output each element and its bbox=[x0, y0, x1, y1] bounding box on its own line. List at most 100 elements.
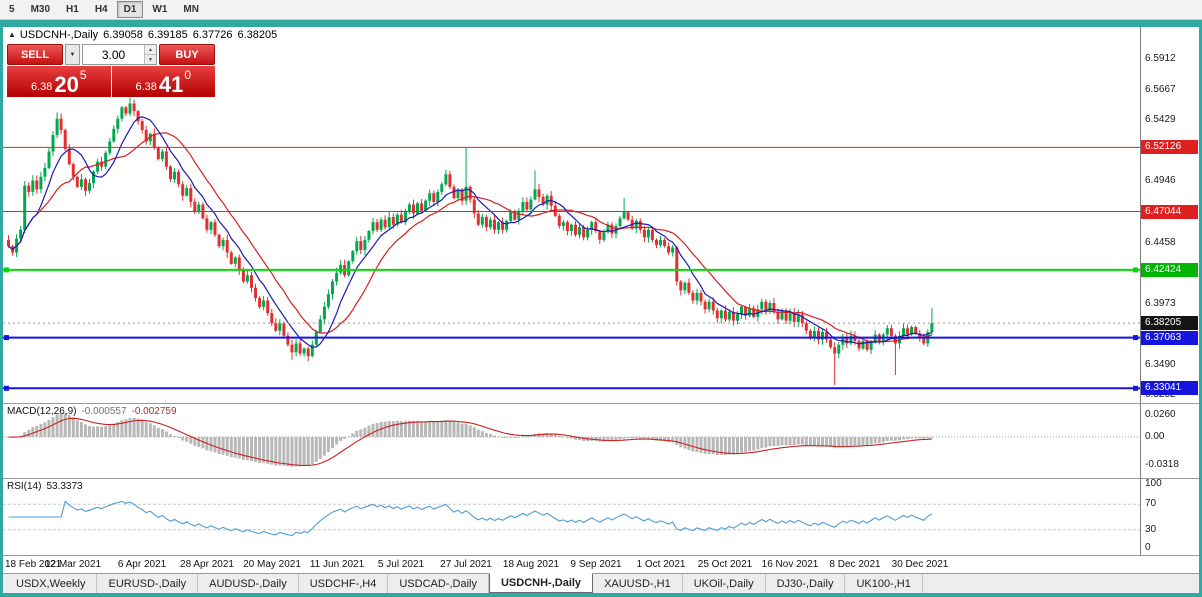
volume-input[interactable] bbox=[83, 45, 156, 64]
date-axis-label: 12 Mar 2021 bbox=[44, 559, 102, 570]
macd-axis: 0.0260 0.00 -0.0318 bbox=[1140, 404, 1199, 478]
panel-separator bbox=[3, 555, 1199, 556]
date-axis-label: 25 Oct 2021 bbox=[697, 559, 753, 570]
price-axis[interactable]: 6.5912 6.5667 6.5429 6.4946 6.4458 6.3973 6.34… bbox=[1140, 27, 1199, 403]
bid-big-digits: 20 bbox=[54, 72, 79, 97]
timeframe-button-mn[interactable]: MN bbox=[176, 1, 206, 18]
ma-lines bbox=[8, 116, 933, 349]
level-price-badge: 6.52126 bbox=[1141, 140, 1198, 154]
chart-tab[interactable]: DJ30-,Daily bbox=[766, 574, 846, 593]
chart-tab[interactable]: XAUUSD-,H1 bbox=[593, 574, 683, 593]
chart-tab[interactable]: USDCHF-,H4 bbox=[299, 574, 389, 593]
date-axis-label: 11 Jun 2021 bbox=[309, 559, 365, 570]
ohlc-low: 6.37726 bbox=[192, 29, 233, 41]
level-price-badge: 6.42424 bbox=[1141, 263, 1198, 277]
timeframe-toolbar: 5 M30 H1 H4 D1 W1 MN bbox=[0, 0, 1202, 20]
buy-button[interactable]: BUY bbox=[159, 44, 215, 65]
ohlc-high: 6.39185 bbox=[147, 29, 188, 41]
volume-decrease-button[interactable]: ▼ bbox=[145, 55, 156, 64]
date-axis-label: 1 Oct 2021 bbox=[636, 559, 686, 570]
sell-button[interactable]: SELL bbox=[7, 44, 63, 65]
macd-indicator-plot[interactable] bbox=[3, 404, 1140, 478]
date-axis-label: 30 Dec 2021 bbox=[891, 559, 949, 570]
date-axis-label: 27 Jul 2021 bbox=[440, 559, 492, 570]
date-axis-label: 16 Nov 2021 bbox=[761, 559, 819, 570]
timeframe-button-m30[interactable]: M30 bbox=[24, 1, 57, 18]
chart-info-line: ▲ USDCNH-,Daily 6.39058 6.39185 6.37726 6.382… bbox=[8, 29, 277, 41]
chart-window: 6.5912 6.5667 6.5429 6.4946 6.4458 6.3973 6.34… bbox=[3, 27, 1199, 593]
chart-tab[interactable]: USDCAD-,Daily bbox=[388, 574, 489, 593]
one-click-collapse-icon[interactable]: ▲ bbox=[8, 30, 16, 39]
macd-histogram bbox=[7, 413, 934, 467]
date-axis[interactable]: 18 Feb 2021 12 Mar 2021 6 Apr 2021 28 Apr 2… bbox=[3, 556, 1199, 573]
horizontal-level-lines[interactable] bbox=[3, 146, 1140, 391]
ask-pipette: 0 bbox=[184, 68, 192, 82]
macd-axis-label: -0.0318 bbox=[1145, 459, 1179, 470]
timeframe-button-h4[interactable]: H4 bbox=[88, 1, 115, 18]
volume-spinner: ▲ ▼ bbox=[144, 45, 156, 64]
timeframe-button-w1[interactable]: W1 bbox=[145, 1, 174, 18]
bid-pipette: 5 bbox=[79, 68, 87, 82]
ohlc-open: 6.39058 bbox=[103, 29, 143, 41]
ohlc-close: 6.38205 bbox=[237, 29, 278, 41]
rsi-axis-label: 0 bbox=[1145, 542, 1151, 553]
rsi-axis-label: 70 bbox=[1145, 498, 1157, 509]
volume-field: ▲ ▼ bbox=[82, 44, 157, 65]
chart-tab[interactable]: USDCNH-,Daily bbox=[488, 573, 594, 593]
date-axis-label: 6 Apr 2021 bbox=[117, 559, 167, 570]
chart-tab[interactable]: USDX,Weekly bbox=[5, 574, 98, 593]
rsi-title-line: RSI(14) 53.3373 bbox=[7, 481, 83, 492]
macd-axis-label: 0.00 bbox=[1145, 431, 1165, 442]
rsi-title: RSI(14) bbox=[7, 481, 42, 492]
volume-dropdown-button[interactable]: ▼ bbox=[65, 44, 80, 65]
macd-signal-value: -0.002759 bbox=[131, 406, 177, 417]
price-axis-label: 6.3490 bbox=[1145, 359, 1176, 370]
level-price-badge: 6.37063 bbox=[1141, 331, 1198, 345]
price-axis-label: 6.5667 bbox=[1145, 84, 1176, 95]
timeframe-button-h1[interactable]: H1 bbox=[59, 1, 86, 18]
chart-tab[interactable]: UK100-,H1 bbox=[845, 574, 923, 593]
chart-symbol-period: USDCNH-,Daily bbox=[19, 29, 99, 41]
ask-price-display: 6.38 41 0 bbox=[111, 66, 215, 97]
date-axis-label: 5 Jul 2021 bbox=[377, 559, 425, 570]
timeframe-button-d1[interactable]: D1 bbox=[116, 1, 144, 18]
date-axis-label: 8 Dec 2021 bbox=[829, 559, 881, 570]
volume-increase-button[interactable]: ▲ bbox=[145, 45, 156, 55]
date-axis-label: 18 Feb 2021 bbox=[5, 559, 62, 570]
chart-tab-bar: USDX,Weekly EURUSD-,Daily AUDUSD-,Daily USD… bbox=[3, 573, 1199, 593]
one-click-trade-panel: SELL ▼ ▲ ▼ BUY 6.38 20 5 6.38 41 0 bbox=[7, 44, 215, 97]
level-price-badge: 6.33041 bbox=[1141, 381, 1198, 395]
panel-separator[interactable] bbox=[3, 403, 1199, 404]
macd-value: -0.000557 bbox=[81, 406, 127, 417]
chart-tab[interactable]: UKOil-,Daily bbox=[683, 574, 766, 593]
macd-title: MACD(12,26,9) bbox=[7, 406, 77, 417]
panel-separator[interactable] bbox=[3, 478, 1199, 479]
level-price-badge: 6.47044 bbox=[1141, 205, 1198, 219]
rsi-axis-label: 30 bbox=[1145, 524, 1157, 535]
ask-big-digits: 41 bbox=[158, 72, 184, 97]
current-price-badge: 6.38205 bbox=[1141, 316, 1198, 330]
macd-axis-label: 0.0260 bbox=[1145, 409, 1176, 420]
bid-price-display: 6.38 20 5 bbox=[7, 66, 111, 97]
date-axis-label: 20 May 2021 bbox=[243, 559, 301, 570]
timeframe-button-5[interactable]: 5 bbox=[2, 1, 22, 18]
rsi-value: 53.3373 bbox=[46, 481, 83, 492]
chart-tab[interactable]: AUDUSD-,Daily bbox=[198, 574, 299, 593]
bid-prefix: 6.38 bbox=[30, 81, 53, 93]
rsi-axis: 100 70 30 0 bbox=[1140, 479, 1199, 555]
spin-up-icon: ▲ bbox=[148, 46, 153, 53]
ask-prefix: 6.38 bbox=[135, 81, 157, 93]
caret-down-icon: ▼ bbox=[69, 51, 76, 58]
price-axis-label: 6.5912 bbox=[1145, 53, 1176, 64]
price-axis-label: 6.4946 bbox=[1145, 175, 1176, 186]
rsi-line bbox=[8, 500, 933, 537]
chart-tab[interactable]: EURUSD-,Daily bbox=[97, 574, 199, 593]
spin-down-icon: ▼ bbox=[148, 56, 153, 63]
date-axis-label: 9 Sep 2021 bbox=[570, 559, 622, 570]
date-axis-label: 18 Aug 2021 bbox=[502, 559, 560, 570]
rsi-indicator-plot[interactable] bbox=[3, 479, 1140, 555]
macd-signal-line bbox=[8, 417, 932, 466]
price-axis-label: 6.5429 bbox=[1145, 114, 1176, 125]
price-axis-label: 6.3973 bbox=[1145, 298, 1176, 309]
